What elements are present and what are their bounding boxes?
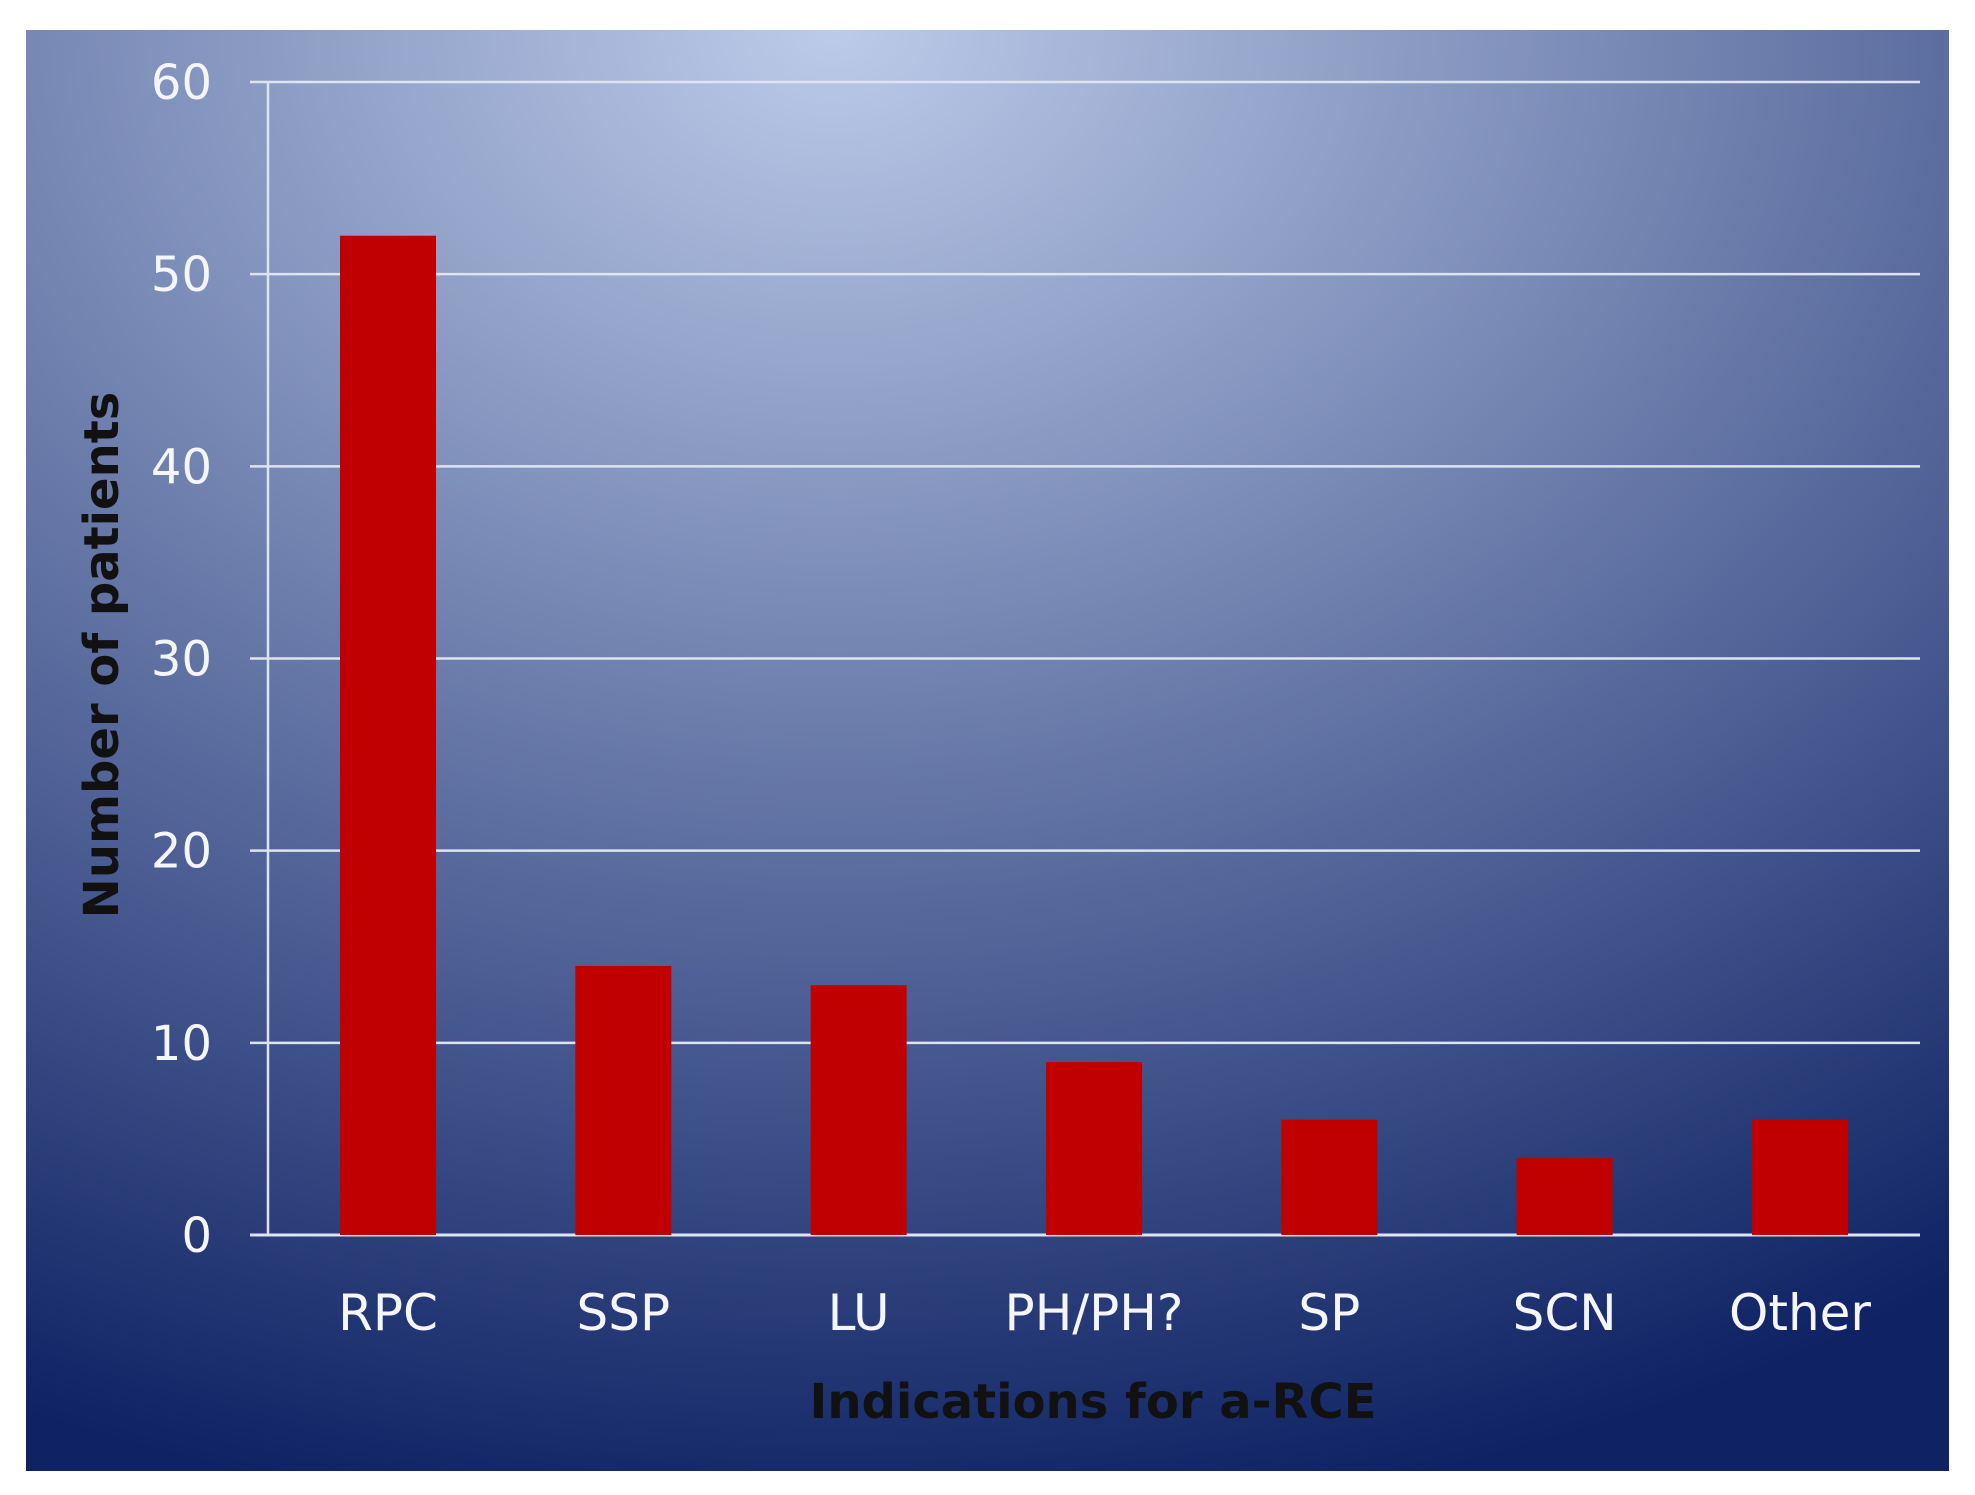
bar-rpc	[340, 235, 436, 1235]
x-tick-label: PH/PH?	[1005, 1284, 1184, 1342]
bar-lu	[810, 985, 907, 1235]
x-axis-title: Indications for a-RCE	[809, 1374, 1376, 1430]
y-tick-label: 50	[151, 247, 212, 303]
y-tick-label: 40	[151, 439, 212, 495]
y-tick-label: 30	[151, 632, 212, 688]
y-tick-label: 60	[151, 55, 212, 111]
bar-other	[1752, 1119, 1848, 1235]
x-tick-label: SCN	[1513, 1284, 1617, 1342]
x-axis-ticks: RPC SSP LU PH/PH? SP SCN Other	[338, 1284, 1871, 1342]
y-axis-title: Number of patients	[74, 392, 130, 919]
y-tick-label: 20	[151, 824, 212, 880]
y-tick-label: 0	[181, 1208, 212, 1264]
x-tick-label: Other	[1729, 1284, 1871, 1342]
chart-background	[26, 30, 1949, 1471]
bar-ssp	[575, 965, 672, 1235]
x-tick-label: RPC	[338, 1284, 438, 1342]
y-axis-ticks: 0 10 20 30 40 50 60	[151, 55, 212, 1264]
x-tick-label: SP	[1298, 1284, 1360, 1342]
bars	[340, 235, 1848, 1235]
bar-scn	[1516, 1158, 1613, 1235]
x-tick-label: SSP	[577, 1284, 671, 1342]
x-tick-label: LU	[828, 1284, 890, 1342]
bar-ph-ph	[1046, 1062, 1142, 1235]
gridlines	[250, 80, 1920, 1237]
bar-sp	[1281, 1119, 1378, 1235]
y-tick-label: 10	[151, 1016, 212, 1072]
